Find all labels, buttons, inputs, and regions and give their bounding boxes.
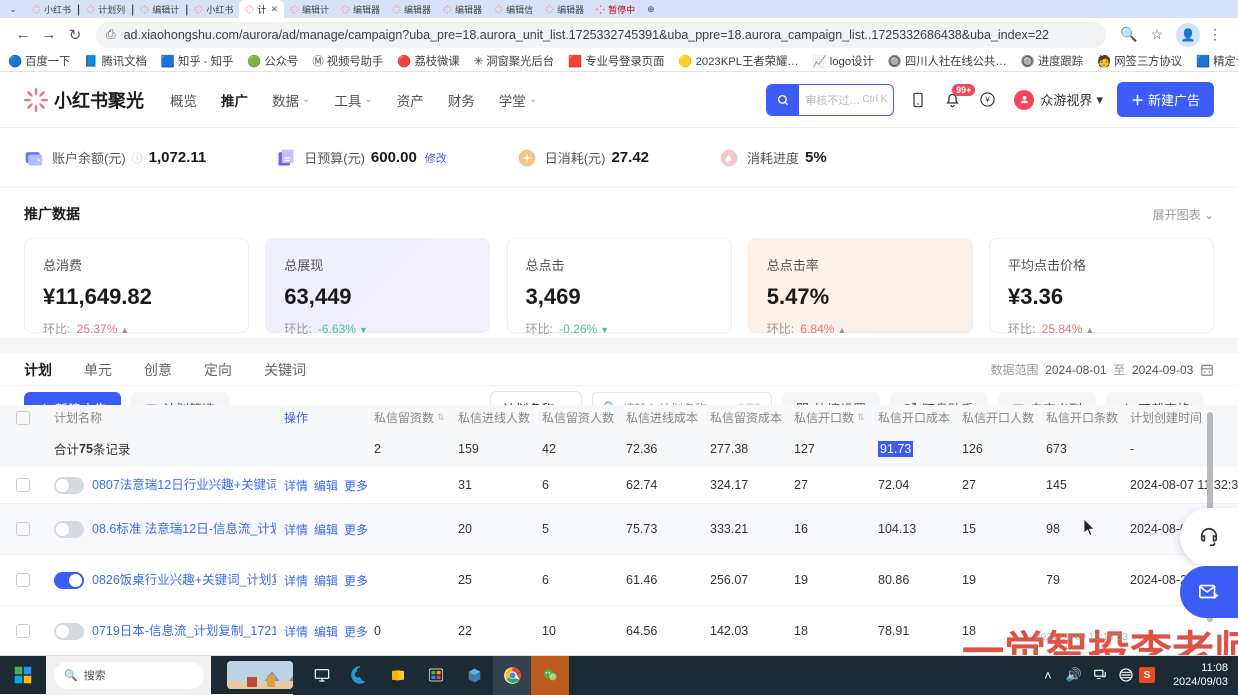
svg-text:¥: ¥	[986, 95, 991, 104]
